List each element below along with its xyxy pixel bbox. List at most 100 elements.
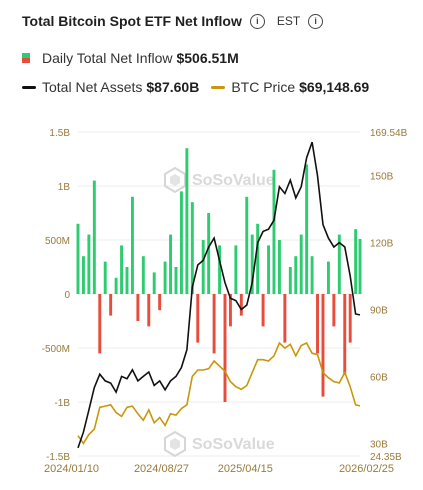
inflow-bar [98,294,102,354]
legend-inflow-label: Daily Total Net Inflow [42,50,173,66]
inflow-bar [358,238,362,294]
chart-title: Total Bitcoin Spot ETF Net Inflow [22,13,242,29]
inflow-bar [185,148,189,294]
inflow-bars [76,148,362,402]
right-axis-tick-label: 24.35B [370,452,402,463]
left-axis-tick-label: -1.5B [46,452,70,463]
inflow-bar [294,256,298,294]
watermark-text-top: SoSoValue [192,172,275,189]
left-axis-tick-label: 1B [58,182,71,193]
legend-price-label: BTC Price [231,79,296,95]
inflow-swatch-icon [22,53,30,63]
inflow-bar [207,213,211,294]
inflow-bar [267,245,271,294]
inflow-bar [179,191,183,294]
inflow-bar [114,277,118,294]
right-axis-tick-label: 30B [370,439,388,450]
info-circle-icon[interactable]: i [308,13,324,29]
x-axis-tick-label: 2025/04/15 [218,463,273,475]
inflow-bar [76,223,80,294]
inflow-bar [147,294,151,327]
watermark-logo-icon [164,166,186,194]
inflow-bar [316,294,319,354]
inflow-bar [354,229,358,294]
inflow-bar [81,256,85,294]
legend-item-price[interactable]: BTC Price $69,148.69 [211,79,369,95]
assets-line-swatch-icon [22,85,36,89]
price-line-swatch-icon [211,85,226,89]
legend-inflow-value: $506.51M [176,50,239,66]
legend-row-inflow: Daily Total Net Inflow $506.51M [22,47,251,69]
inflow-bar [234,245,238,294]
chart-header: Total Bitcoin Spot ETF Net Inflow i EST … [22,10,324,32]
inflow-bar [109,294,113,316]
inflow-bar [120,245,124,294]
inflow-bar [272,169,276,294]
legend-item-inflow[interactable]: Daily Total Net Inflow $506.51M [22,50,239,66]
inflow-bar [305,164,309,294]
inflow-bar [190,202,194,294]
inflow-bar [299,234,303,294]
right-axis-tick-label: 169.54B [370,128,408,139]
btc-price-line [77,341,361,445]
inflow-bar [343,294,347,375]
right-axis-tick-label: 150B [370,172,394,183]
inflow-bar [141,256,145,294]
watermark-text-bottom: SoSoValue [192,436,275,453]
inflow-bar [310,256,314,294]
inflow-bar [326,261,330,294]
inflow-bar [163,261,167,294]
legend-assets-value: $87.60B [146,79,200,95]
inflow-bar [239,294,243,316]
inflow-bar [223,294,227,402]
legend-price-value: $69,148.69 [299,79,370,95]
inflow-bar [152,272,156,294]
inflow-bar [250,234,254,294]
inflow-bar [332,294,336,327]
inflow-bar [174,267,178,294]
inflow-bar [261,294,265,327]
total-net-assets-line [77,141,361,449]
left-axis-tick-label: -1B [54,398,70,409]
axes: 1.5B 1B 500M 0 -500M -1B -1.5B 169.54B 150B 120B 9… [42,128,408,475]
left-axis-tick-label: 500M [45,236,70,247]
inflow-bar [87,234,91,294]
inflow-bar [196,294,200,343]
inflow-bar [321,294,325,397]
watermarks: SoSoValue SoSoValue [164,166,275,458]
inflow-bar [125,267,129,294]
inflow-bar [348,294,352,343]
x-axis-tick-label: 2026/02/25 [339,463,394,475]
legend-item-assets[interactable]: Total Net Assets $87.60B [22,79,199,95]
inflow-bar [158,294,162,311]
inflow-bar [337,234,341,294]
inflow-bar [256,223,260,294]
inflow-bar [136,294,140,321]
legend-row-lines: Total Net Assets $87.60B BTC Price $69,1… [22,76,381,98]
legend-assets-label: Total Net Assets [42,79,143,95]
inflow-bar [228,294,232,327]
inflow-bar [245,196,249,294]
right-axis-tick-label: 90B [370,305,388,316]
inflow-bar [92,180,96,294]
inflow-bar [277,240,281,294]
inflow-bar [201,240,205,294]
right-axis-tick-label: 60B [370,372,388,383]
watermark-logo-icon [164,430,186,458]
inflow-bar [218,245,222,294]
inflow-bar [288,267,292,294]
inflow-bar [283,294,287,343]
left-axis-tick-label: -500M [42,344,70,355]
inflow-bar [130,196,134,294]
left-axis-tick-label: 0 [64,290,70,301]
x-axis-tick-label: 2024/01/10 [44,463,99,475]
inflow-bar [212,294,216,354]
inflow-bar [103,261,107,294]
info-circle-icon[interactable]: i [249,13,265,29]
inflow-bar [169,234,173,294]
right-axis-tick-label: 120B [370,239,394,250]
x-axis-tick-label: 2024/08/27 [134,463,189,475]
left-axis-tick-label: 1.5B [49,128,70,139]
timezone-label: EST [276,14,301,28]
